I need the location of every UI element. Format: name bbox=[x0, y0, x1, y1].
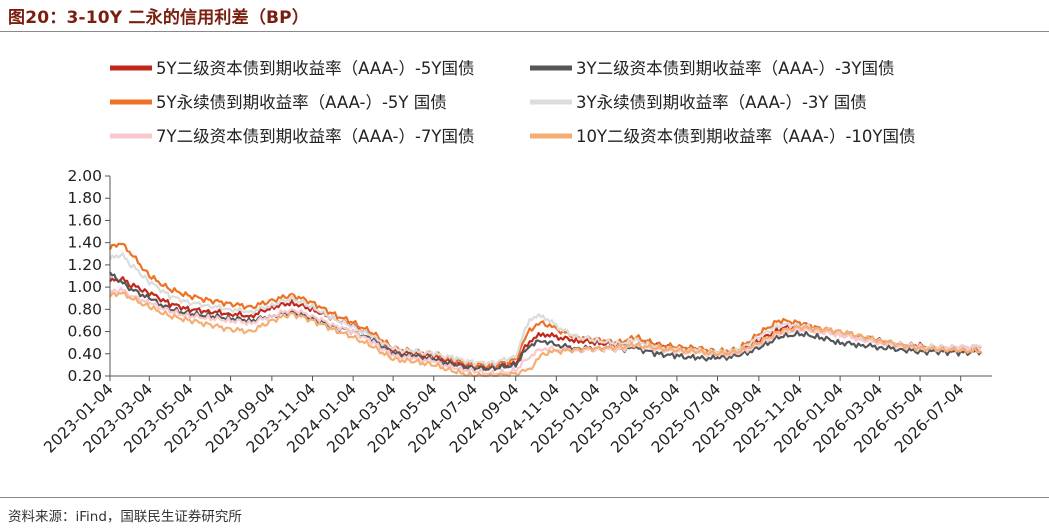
title-divider bbox=[0, 31, 1049, 32]
series-layer bbox=[109, 242, 983, 378]
y-tick-label: 1.40 bbox=[67, 234, 102, 252]
y-tick-label: 1.00 bbox=[67, 278, 102, 296]
y-tick-label: 1.80 bbox=[67, 189, 102, 207]
legend-label: 7Y二级资本债到期收益率（AAA-）-7Y国债 bbox=[156, 127, 474, 146]
y-tick-label: 0.60 bbox=[67, 323, 102, 341]
legend-label: 3Y二级资本债到期收益率（AAA-）-3Y国债 bbox=[576, 59, 894, 78]
y-tick-label: 0.40 bbox=[67, 345, 102, 363]
series-line bbox=[109, 291, 982, 378]
legend-item[interactable]: 3Y永续债到期收益率（AAA-）-3Y 国债 bbox=[530, 93, 867, 112]
y-tick-label: 1.20 bbox=[67, 256, 102, 274]
source-note: 资料来源：iFind，国联民生证券研究所 bbox=[8, 509, 242, 525]
line-chart: 5Y二级资本债到期收益率（AAA-）-5Y国债 3Y二级资本债到期收益率（AAA-… bbox=[40, 59, 992, 457]
legend-item[interactable]: 5Y二级资本债到期收益率（AAA-）-5Y国债 bbox=[110, 59, 474, 78]
legend-label: 5Y永续债到期收益率（AAA-）-5Y 国债 bbox=[156, 93, 447, 112]
y-tick-label: 1.60 bbox=[67, 211, 102, 229]
legend-item[interactable]: 3Y二级资本债到期收益率（AAA-）-3Y国债 bbox=[530, 59, 894, 78]
legend-item[interactable]: 10Y二级资本债到期收益率（AAA-）-10Y国债 bbox=[530, 127, 915, 146]
chart-axes: 0.20 0.40 0.60 0.80 1.00 1.20 1.40 1.60 1.80 2.00… bbox=[40, 167, 992, 457]
series-line bbox=[109, 271, 983, 371]
y-tick-label: 0.20 bbox=[67, 367, 102, 385]
series-line bbox=[109, 287, 983, 377]
source-divider bbox=[0, 497, 1049, 498]
legend-label: 10Y二级资本债到期收益率（AAA-）-10Y国债 bbox=[576, 127, 915, 146]
y-tick-label: 2.00 bbox=[67, 167, 102, 185]
legend-label: 5Y二级资本债到期收益率（AAA-）-5Y国债 bbox=[156, 59, 474, 78]
legend-label: 3Y永续债到期收益率（AAA-）-3Y 国债 bbox=[576, 93, 867, 112]
chart-title: 图20：3-10Y 二永的信用利差（BP） bbox=[8, 8, 310, 28]
series-line bbox=[109, 276, 982, 372]
chart-legend: 5Y二级资本债到期收益率（AAA-）-5Y国债 3Y二级资本债到期收益率（AAA-… bbox=[110, 59, 915, 146]
legend-item[interactable]: 5Y永续债到期收益率（AAA-）-5Y 国债 bbox=[110, 93, 447, 112]
legend-item[interactable]: 7Y二级资本债到期收益率（AAA-）-7Y国债 bbox=[110, 127, 474, 146]
y-tick-label: 0.80 bbox=[67, 300, 102, 318]
